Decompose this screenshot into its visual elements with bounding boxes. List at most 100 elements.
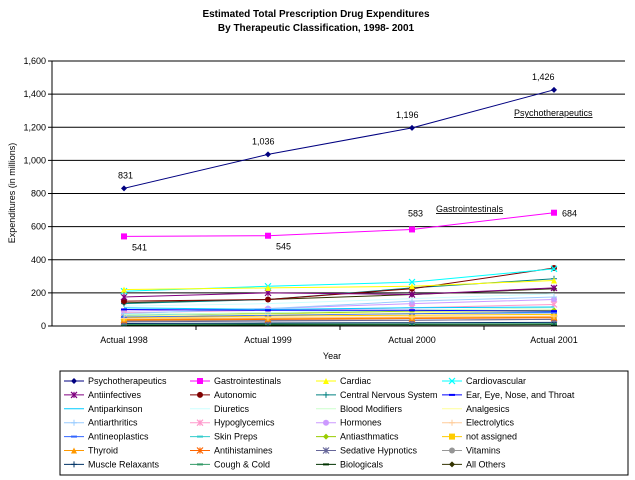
legend-label: Thyroid xyxy=(88,446,118,456)
legend-item: Gastrointestinals xyxy=(190,376,282,386)
chart-title: Estimated Total Prescription Drug Expend… xyxy=(202,9,430,20)
series-line xyxy=(123,279,555,291)
legend-marker xyxy=(71,419,77,426)
series-antiparkinson xyxy=(123,306,555,310)
legend-marker xyxy=(197,391,203,398)
data-label: 1,196 xyxy=(396,110,419,120)
legend-label: Hypoglycemics xyxy=(214,418,275,428)
legend-item: Antihistamines xyxy=(190,446,273,456)
legend-item: Thyroid xyxy=(64,446,118,456)
annotation-gastrointestinals: Gastrointestinals xyxy=(436,204,504,214)
legend-item: Cough & Cold xyxy=(190,459,270,469)
legend-label: Muscle Relaxants xyxy=(88,459,160,469)
series-line xyxy=(123,89,555,189)
data-label: 541 xyxy=(132,242,147,252)
legend-marker xyxy=(449,433,455,440)
legend-label: Gastrointestinals xyxy=(214,376,282,386)
data-point xyxy=(120,293,128,301)
legend-item: Sedative Hypnotics xyxy=(316,446,418,456)
y-axis-label: Expenditures (in millions) xyxy=(7,143,17,244)
data-label: 583 xyxy=(408,208,423,218)
series-line xyxy=(123,307,555,315)
legend-item: Muscle Relaxants xyxy=(64,459,160,469)
legend-item: Hypoglycemics xyxy=(190,418,275,428)
y-tick-label: 0 xyxy=(41,321,46,331)
legend-item: Antiinfectives xyxy=(64,390,142,400)
series-line xyxy=(123,306,555,310)
data-point xyxy=(121,185,127,192)
series-line xyxy=(123,296,555,315)
series-line xyxy=(123,313,555,319)
y-tick-label: 600 xyxy=(31,222,46,232)
data-point xyxy=(265,232,271,239)
series-cardiovascular xyxy=(120,265,558,295)
data-label: 831 xyxy=(118,170,133,180)
legend-item: Central Nervous System xyxy=(316,390,438,400)
annotation-psychotherapeutics: Psychotherapeutics xyxy=(514,108,593,118)
legend-marker xyxy=(449,461,455,468)
series-line xyxy=(123,310,555,317)
data-label: 1,426 xyxy=(532,72,555,82)
legend-label: Sedative Hypnotics xyxy=(340,446,418,456)
legend-item: Antiarthritics xyxy=(64,418,138,428)
series-line xyxy=(123,318,555,323)
y-tick-label: 1,400 xyxy=(23,89,46,99)
legend-label: Skin Preps xyxy=(214,432,258,442)
legend-label: Autonomic xyxy=(214,390,257,400)
x-axis-label: Year xyxy=(323,351,341,361)
data-point xyxy=(121,298,127,305)
x-tick-label: Actual 1999 xyxy=(244,335,292,345)
legend-item: Cardiac xyxy=(316,376,372,386)
legend-marker xyxy=(449,419,455,426)
legend-item: Autonomic xyxy=(190,390,257,400)
series-line xyxy=(123,268,555,292)
series-line xyxy=(123,308,555,312)
series-psychotherapeutics: 831 1,036 1,196 1,426 xyxy=(118,72,557,192)
legend-label: Antiarthritics xyxy=(88,418,138,428)
legend-marker xyxy=(71,378,77,384)
x-tick-label: Actual 2000 xyxy=(388,335,436,345)
legend-item: Antiasthmatics xyxy=(316,432,399,442)
legend-item: Analgesics xyxy=(442,404,510,414)
legend-marker xyxy=(322,447,330,454)
legend-label: Biologicals xyxy=(340,459,384,469)
legend-label: Antineoplastics xyxy=(88,432,149,442)
series-gastrointestinals: 541 545 583 684 xyxy=(121,208,577,252)
data-point xyxy=(265,151,271,158)
series-line xyxy=(123,212,555,237)
legend-label: Antiasthmatics xyxy=(340,432,399,442)
legend-label: Antihistamines xyxy=(214,446,273,456)
legend-label: Hormones xyxy=(340,418,382,428)
legend-label: Psychotherapeutics xyxy=(88,376,167,386)
data-point xyxy=(265,284,271,291)
legend-label: Cough & Cold xyxy=(214,459,270,469)
series-blood-modifiers xyxy=(123,307,555,315)
legend-item: Electrolytics xyxy=(442,418,515,428)
data-point xyxy=(121,286,127,293)
series-line xyxy=(123,321,555,325)
series-diuretics xyxy=(123,293,555,307)
legend-label: Central Nervous System xyxy=(340,390,438,400)
data-point xyxy=(265,296,271,303)
data-point xyxy=(551,294,557,301)
legend-label: Antiinfectives xyxy=(88,390,142,400)
legend-marker xyxy=(197,378,203,384)
legend-label: Analgesics xyxy=(466,404,510,414)
series-line xyxy=(123,293,555,307)
y-tick-label: 400 xyxy=(31,255,46,265)
legend-label: Antiparkinson xyxy=(88,404,143,414)
legend-label: Blood Modifiers xyxy=(340,404,403,414)
legend-marker xyxy=(449,447,455,454)
data-point xyxy=(550,265,558,273)
data-point xyxy=(409,226,415,233)
data-point xyxy=(551,86,557,93)
legend-marker xyxy=(323,419,329,426)
data-point xyxy=(408,278,416,286)
legend-item: not assigned xyxy=(442,432,517,442)
data-point xyxy=(409,124,415,131)
legend-marker xyxy=(448,377,456,385)
data-label: 545 xyxy=(276,242,291,252)
data-point xyxy=(265,314,271,321)
x-tick-label: Actual 1998 xyxy=(100,335,148,345)
data-point xyxy=(550,284,558,292)
